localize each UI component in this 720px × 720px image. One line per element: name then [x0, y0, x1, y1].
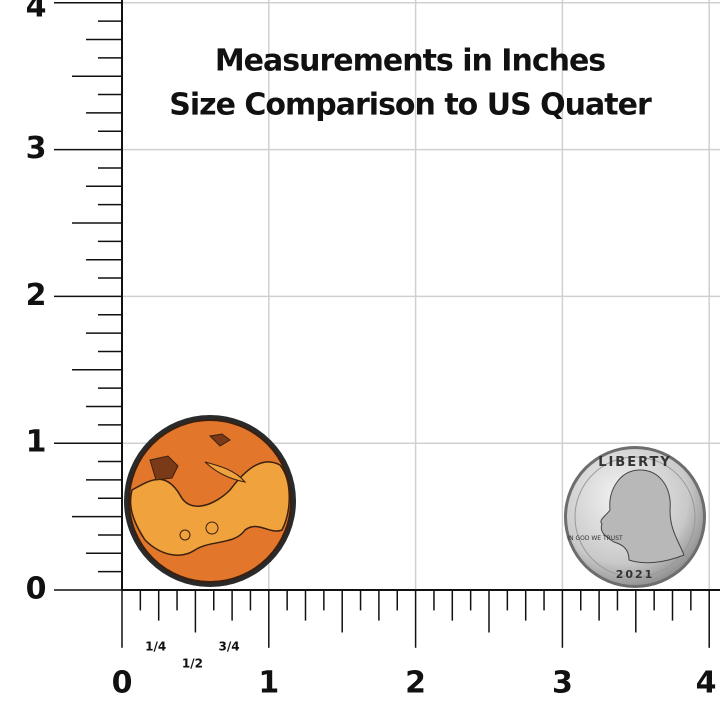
quarter-coin: LIBERTY IN GOD WE TRUST 2021: [564, 446, 706, 588]
y-tick-label: 4: [26, 0, 47, 25]
coin-text: 2021: [616, 568, 655, 581]
coin-text: IN GOD WE TRUST: [567, 535, 623, 542]
coin-text: LIBERTY: [598, 455, 672, 470]
fraction-label: 1/4: [145, 640, 166, 654]
fraction-label: 1/2: [182, 657, 203, 671]
x-tick-label: 0: [112, 666, 133, 701]
title-line: Measurements in Inches: [215, 44, 605, 79]
x-tick-label: 3: [552, 666, 573, 701]
fraction-label: 3/4: [219, 640, 240, 654]
mars-pin: [124, 415, 296, 587]
x-tick-label: 4: [696, 666, 717, 701]
y-tick-label: 3: [26, 131, 47, 166]
x-tick-label: 1: [258, 666, 279, 701]
title-line: Size Comparison to US Quater: [169, 88, 652, 123]
y-tick-label: 1: [26, 425, 47, 460]
ruler-ticks: [54, 0, 720, 648]
x-tick-label: 2: [405, 666, 426, 701]
y-tick-label: 2: [26, 278, 47, 313]
y-tick-label: 0: [26, 572, 47, 607]
